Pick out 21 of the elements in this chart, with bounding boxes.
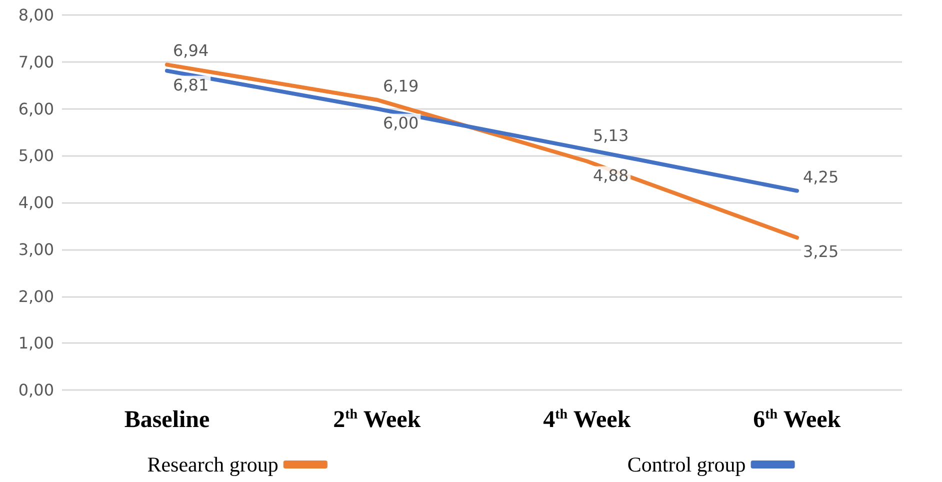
y-tick-label: 4,00 [18,193,54,212]
y-tick-label: 1,00 [18,334,54,353]
data-label: 6,00 [383,113,419,132]
data-label: 5,13 [593,126,629,146]
y-tick-label: 2,00 [18,286,54,306]
y-tick-label: 6,00 [18,99,54,118]
data-label: 6,81 [173,75,209,94]
x-tick-label: Baseline [124,407,210,433]
data-label: 4,88 [593,166,629,185]
data-label: 6,94 [173,41,209,60]
y-tick-label: 8,00 [18,6,54,24]
data-label: 3,25 [803,242,839,262]
y-tick-label: 5,00 [18,146,54,166]
data-label: 4,25 [803,167,839,186]
legend-label: Control group [627,452,746,476]
legend-label: Research group [147,452,278,476]
data-label: 6,19 [383,76,419,96]
line-series [165,68,799,193]
y-tick-label: 3,00 [18,240,54,259]
y-tick-label: 0,00 [18,380,54,400]
y-tick-label: 7,00 [18,52,54,72]
